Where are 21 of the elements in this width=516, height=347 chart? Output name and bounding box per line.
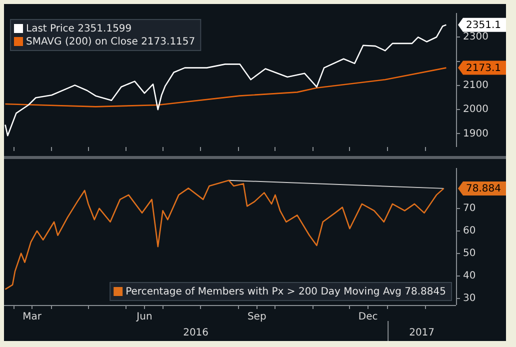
annotation: 2351.1 (466, 20, 501, 31)
legend-label: Percentage of Members with Px > 200 Day Moving Avg 78.8845 (126, 286, 446, 298)
x-tick-label: Sep (247, 312, 266, 323)
y-tick-label: 1900 (463, 128, 488, 140)
text: 2016 (183, 328, 209, 339)
y-tick-label: 70 (463, 203, 476, 214)
y-tick-label: 2100 (463, 80, 488, 92)
y-tick-label: 40 (463, 270, 476, 282)
legend-label: Last Price 2351.1599 (26, 24, 132, 35)
legend-label: SMAVG (200) on Close 2173.1157 (26, 36, 196, 48)
y-tick-label: 2300 (463, 32, 488, 43)
x-tick-label: Mar (22, 312, 42, 323)
y-tick-label: 60 (463, 225, 476, 236)
y-tick-label: 2000 (463, 104, 488, 116)
annotation: 2173.1 (466, 62, 501, 74)
y-tick-label: 30 (463, 292, 476, 304)
annotation: 78.884 (466, 184, 501, 195)
text: 2017 (409, 328, 435, 339)
x-tick-label: Dec (358, 312, 378, 323)
x-tick-label: Jun (136, 312, 152, 323)
y-tick-label: 50 (463, 248, 476, 259)
